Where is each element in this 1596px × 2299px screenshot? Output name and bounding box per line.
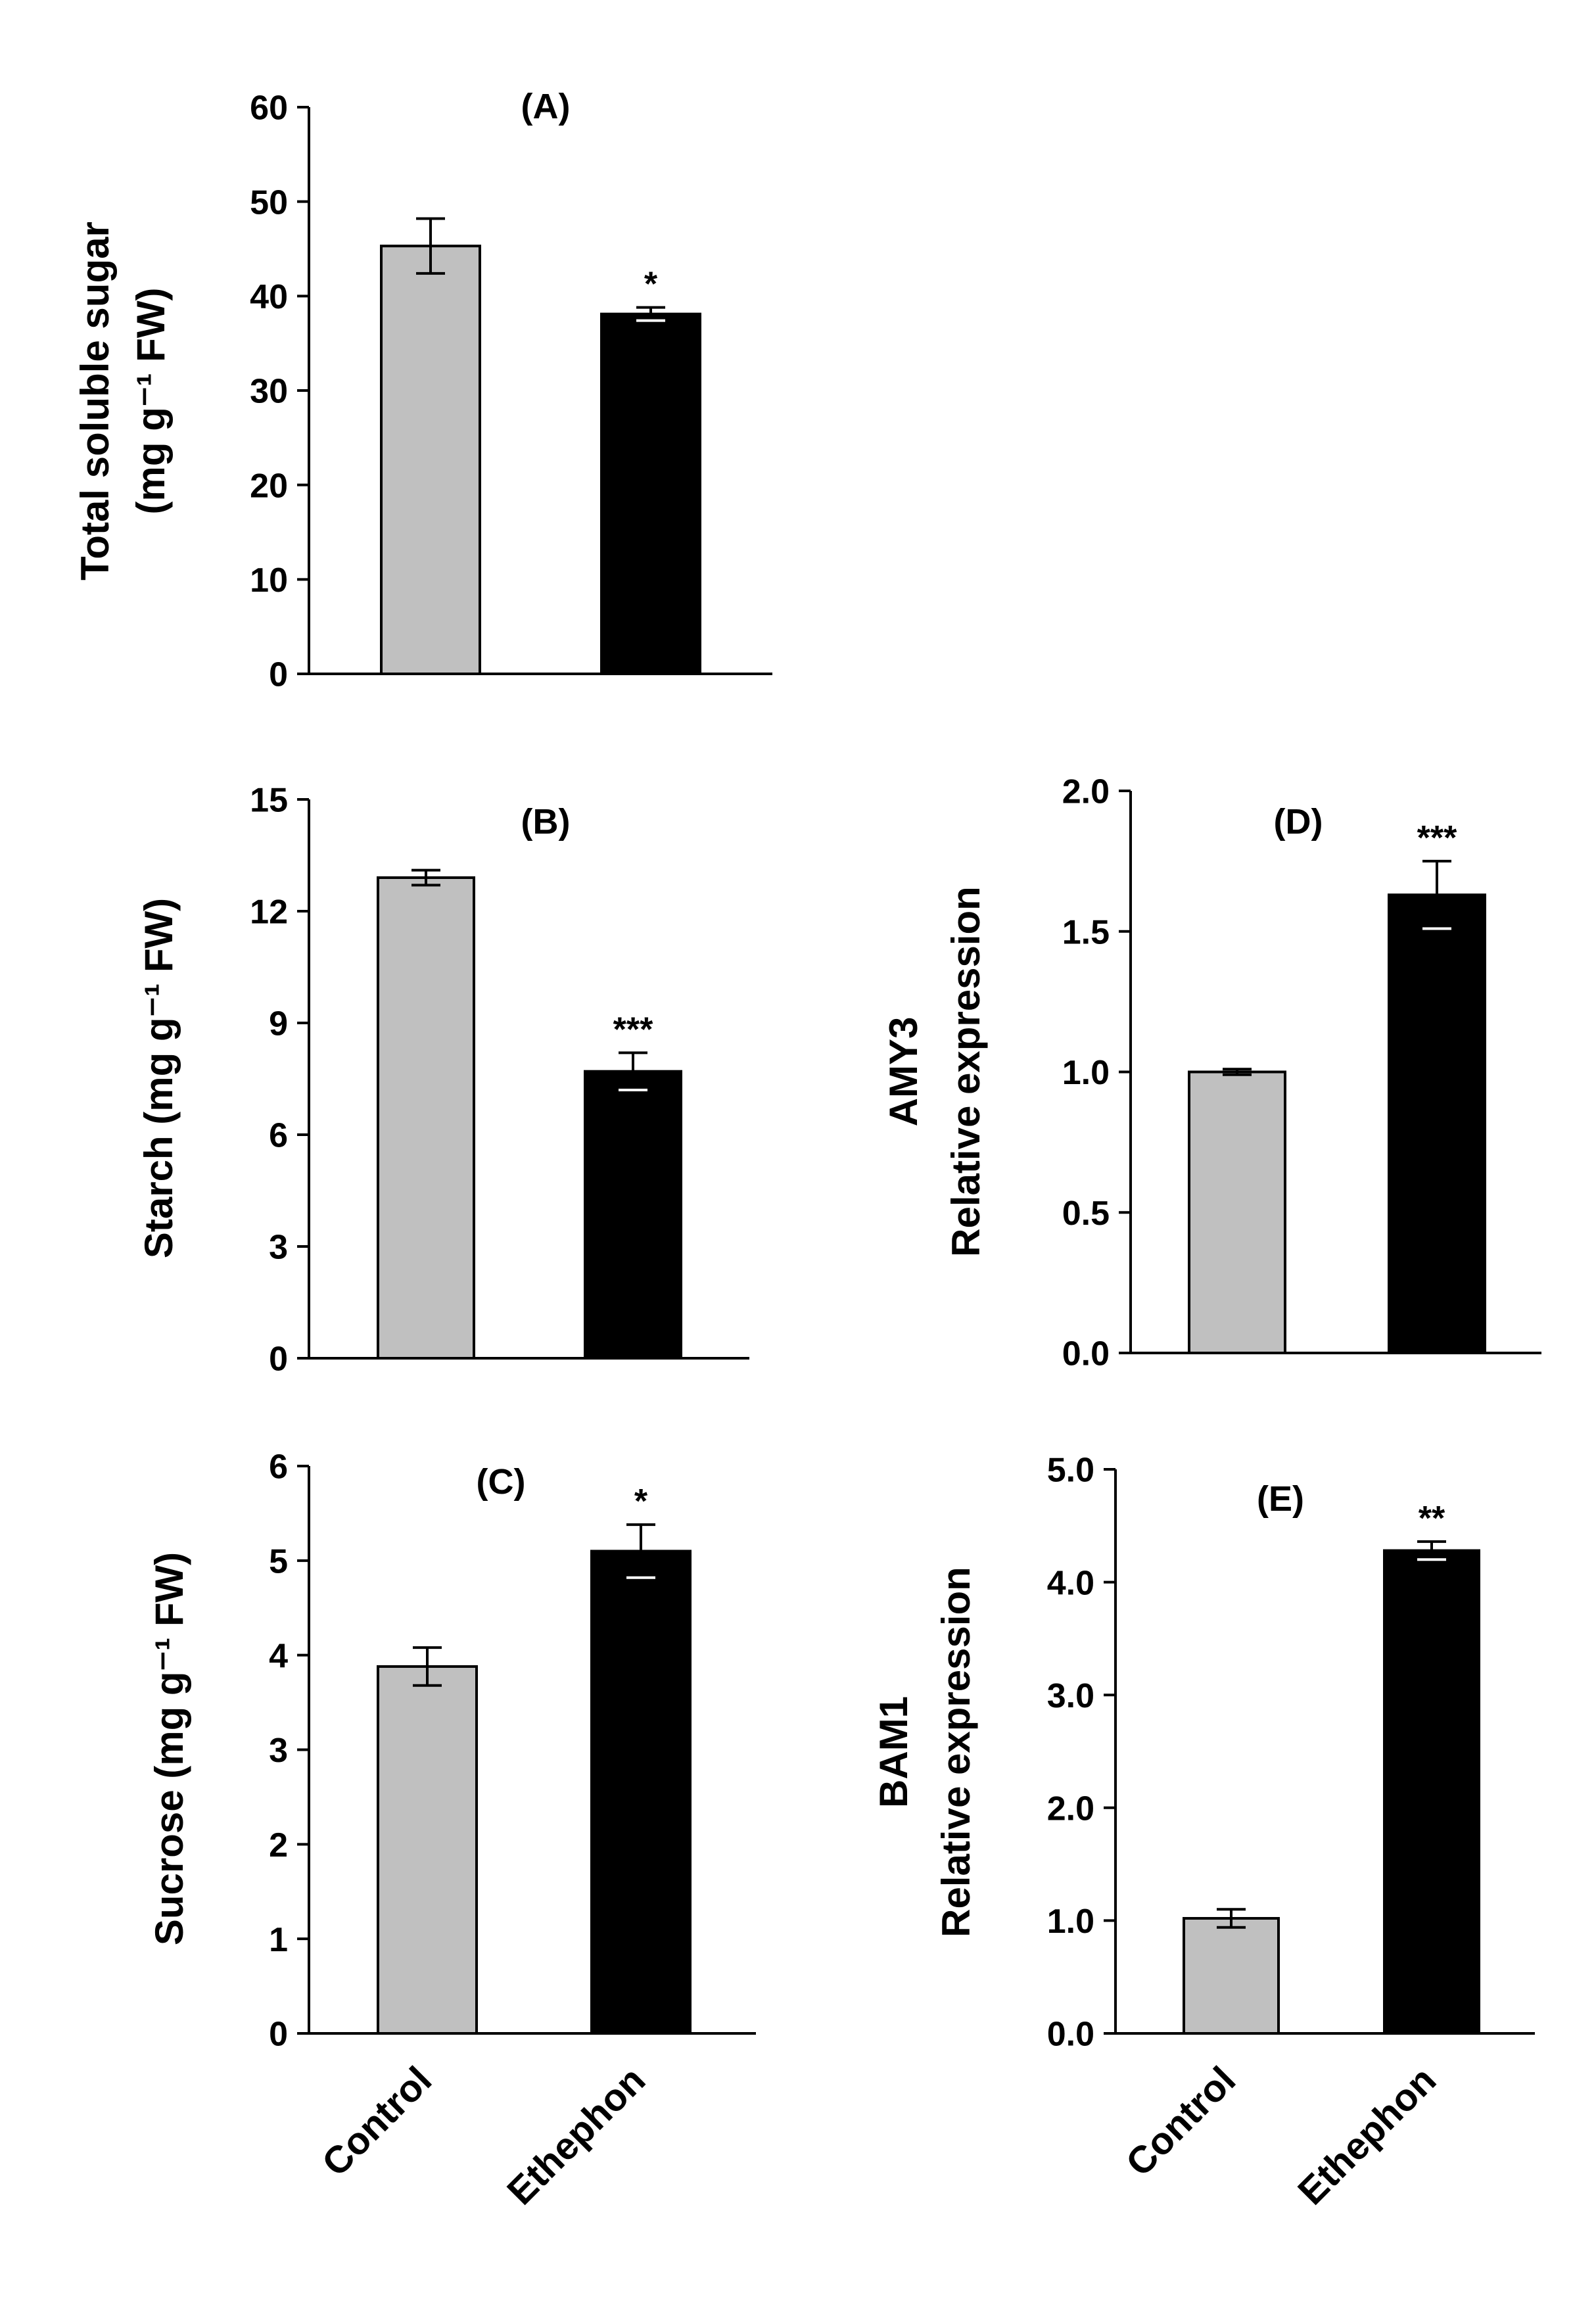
y-tick-label: 30 — [250, 373, 288, 411]
y-axis-title: BAM1 — [872, 1696, 916, 1808]
bar-control — [1188, 1070, 1286, 1354]
panel-a: 0 10 20 30 40 50 60 * (A) Total soluble sugar (mg … — [73, 87, 772, 694]
y-tick-label: 1 — [269, 1921, 288, 1959]
bar-ethephon — [590, 1550, 692, 2035]
y-tick-label: 10 — [250, 561, 288, 600]
panel-title: (D) — [1274, 802, 1323, 841]
bar-control — [377, 876, 475, 1360]
y-axis-title: Sucrose (mg g⁻¹ FW) — [147, 1552, 191, 1945]
panel-d: 0.0 0.5 1.0 1.5 2.0 *** (D) AMY3 Relative expres… — [881, 773, 1541, 1373]
significance-marker: * — [634, 1482, 648, 1521]
y-tick-label: 6 — [269, 1117, 288, 1155]
error-bar — [413, 1646, 442, 1687]
y-tick-label: 2.0 — [1047, 1790, 1094, 1828]
y-tick-label: 2.0 — [1062, 773, 1110, 811]
y-tick-label: 1.0 — [1062, 1054, 1110, 1092]
panel-c: 0 1 2 3 4 5 6 * (C) Sucrose (mg g⁻¹ FW) Control Eth… — [147, 1448, 756, 2213]
panel-title: (E) — [1257, 1479, 1304, 1519]
y-tick-label: 0 — [269, 1340, 288, 1379]
panel-e: 0.0 1.0 2.0 3.0 4.0 5.0 ** (E) BAM1 Relative expr… — [872, 1452, 1535, 2213]
error-bar — [416, 217, 445, 275]
y-tick-label: 20 — [250, 467, 288, 505]
y-tick-label: 4.0 — [1047, 1564, 1094, 1602]
panel-title: (A) — [521, 87, 571, 126]
y-axis-title: Starch (mg g⁻¹ FW) — [137, 898, 181, 1258]
bar-ethephon — [1388, 893, 1486, 1355]
y-axis-title: Total soluble sugar — [73, 222, 117, 581]
bar-ethephon — [584, 1070, 682, 1360]
bar-control — [377, 1665, 478, 2035]
y-tick-label: 12 — [250, 893, 288, 932]
y-axis-title: (mg g⁻¹ FW) — [129, 288, 173, 515]
y-tick-label: 40 — [250, 278, 288, 316]
y-axis-title: Relative expression — [944, 886, 988, 1257]
error-bar — [411, 868, 440, 887]
error-bar — [1422, 859, 1451, 930]
y-tick-label: 15 — [250, 782, 288, 820]
y-axis-title: Relative expression — [934, 1567, 978, 1937]
panel-title: (B) — [521, 802, 571, 841]
y-tick-label: 3 — [269, 1229, 288, 1267]
y-tick-label: 0 — [269, 2016, 288, 2054]
bar-ethephon — [600, 312, 701, 675]
bar-control — [380, 245, 481, 675]
significance-marker: *** — [1417, 819, 1457, 857]
error-bar — [636, 306, 665, 322]
error-bar — [1217, 1908, 1246, 1929]
y-tick-label: 0.5 — [1062, 1195, 1110, 1233]
x-category-label: Ethephon — [499, 2058, 653, 2213]
significance-marker: ** — [1419, 1500, 1445, 1538]
x-category-label: Control — [314, 2058, 440, 2185]
y-tick-label: 1.5 — [1062, 913, 1110, 951]
error-bar — [1223, 1068, 1252, 1076]
y-tick-label: 60 — [250, 89, 288, 128]
error-bar — [1417, 1540, 1446, 1561]
y-tick-label: 3 — [269, 1732, 288, 1770]
y-axis-title: AMY3 — [881, 1017, 926, 1127]
y-tick-label: 5.0 — [1047, 1452, 1094, 1490]
y-tick-label: 2 — [269, 1826, 288, 1864]
y-tick-label: 9 — [269, 1005, 288, 1043]
y-tick-label: 1.0 — [1047, 1903, 1094, 1941]
bar-ethephon — [1383, 1549, 1480, 2035]
y-tick-label: 0.0 — [1062, 1335, 1110, 1373]
x-category-label: Ethephon — [1290, 2058, 1444, 2213]
panel-b: 0 3 6 9 12 15 *** (B) Starch (mg g⁻¹ FW) — [137, 782, 749, 1379]
error-bar — [619, 1051, 647, 1091]
y-tick-label: 3.0 — [1047, 1677, 1094, 1715]
significance-marker: *** — [613, 1010, 653, 1049]
y-tick-label: 0 — [269, 656, 288, 694]
panel-title: (C) — [477, 1462, 526, 1502]
y-tick-label: 4 — [269, 1637, 288, 1675]
y-tick-label: 0.0 — [1047, 2016, 1094, 2054]
x-category-label: Control — [1117, 2058, 1244, 2185]
y-tick-label: 50 — [250, 183, 288, 222]
y-tick-label: 6 — [269, 1448, 288, 1486]
bar-control — [1183, 1916, 1280, 2035]
error-bar — [626, 1523, 655, 1579]
y-tick-label: 5 — [269, 1543, 288, 1581]
significance-marker: * — [644, 266, 658, 304]
